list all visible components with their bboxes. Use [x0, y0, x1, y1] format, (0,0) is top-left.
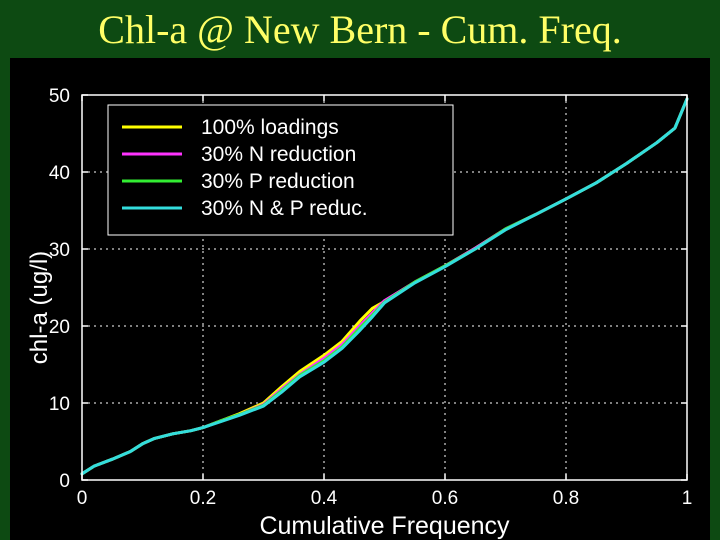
x-tick-label: 0.4: [311, 488, 338, 509]
y-tick-label: 50: [49, 86, 70, 107]
slide-title: Chl-a @ New Bern - Cum. Freq.: [98, 7, 622, 52]
y-tick-label: 30: [49, 240, 70, 261]
legend-label: 30% P reduction: [201, 170, 355, 193]
x-tick-label: 0: [77, 488, 88, 509]
legend-label: 100% loadings: [201, 116, 339, 139]
plot-border: [81, 94, 688, 481]
y-tick-label: 20: [49, 317, 70, 338]
x-axis-label: Cumulative Frequency: [259, 512, 510, 540]
y-tick-label: 40: [49, 163, 70, 184]
x-tick-label: 0.8: [553, 488, 579, 509]
series-lines: [80, 97, 689, 476]
x-tick-label: 0.6: [432, 488, 458, 509]
grid: [82, 95, 687, 480]
legend: 100% loadings 30% N reduction 30% P reduct…: [107, 104, 454, 236]
x-tick-label: 1: [682, 488, 693, 509]
legend-label: 30% N & P reduc.: [201, 197, 368, 220]
x-tick-label: 0.2: [190, 488, 216, 509]
series-line-4: [80, 97, 689, 476]
legend-label: 30% N reduction: [201, 143, 356, 166]
y-tick-label: 0: [59, 471, 70, 492]
y-axis-label: chl-a (ug/l): [26, 251, 53, 364]
y-tick-label: 10: [49, 394, 70, 415]
chart-frame: 0 0.2 0.4 0.6 0.8 1 0 10 20 30 40 50 100% loadings 3…: [10, 58, 710, 540]
